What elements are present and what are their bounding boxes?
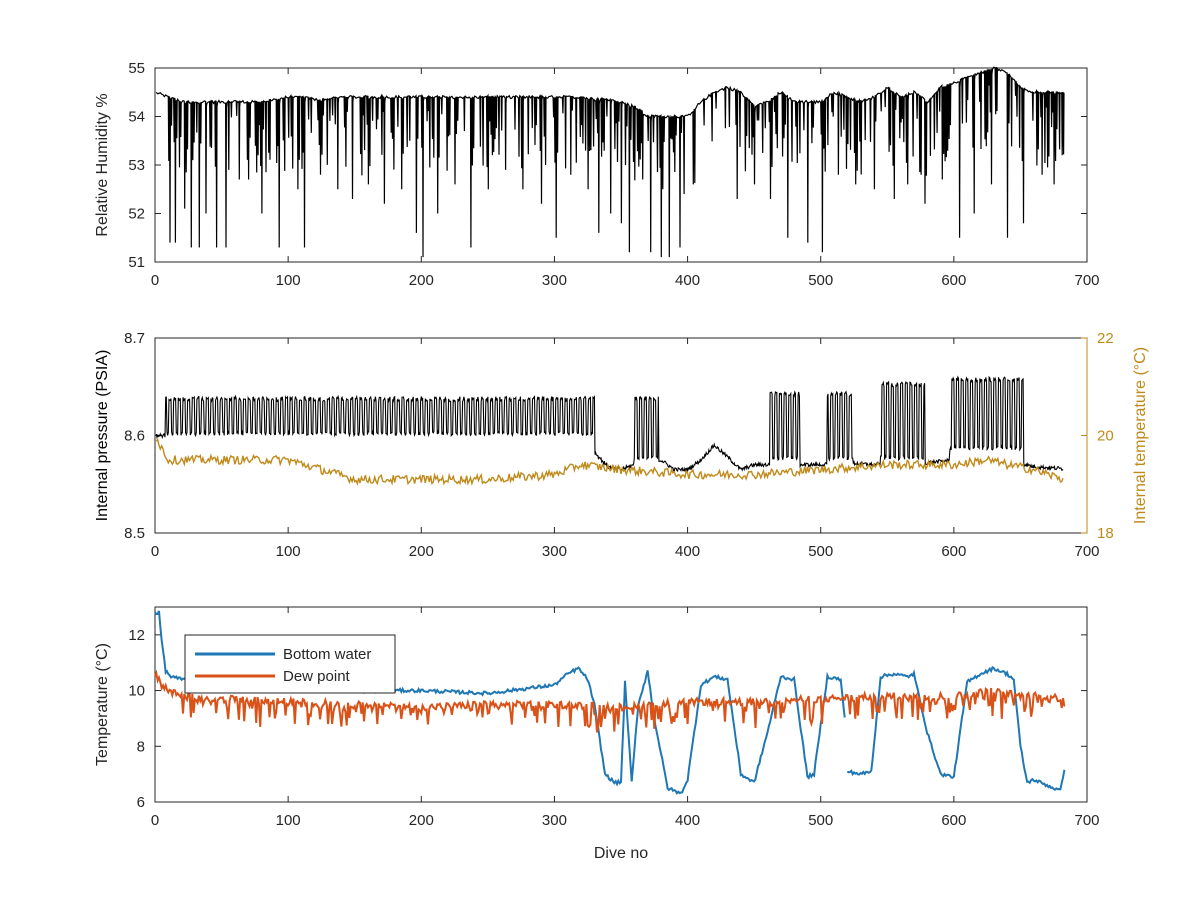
x-tick-label: 600 xyxy=(941,543,966,560)
y-tick-label: 8 xyxy=(137,738,145,755)
x-tick-label: 0 xyxy=(151,812,159,829)
y-axis-label: Temperature (°C) xyxy=(94,643,111,766)
y-tick-label: 8.5 xyxy=(124,525,145,542)
y-tick-label: 6 xyxy=(137,794,145,811)
x-tick-label: 700 xyxy=(1074,812,1099,829)
y-tick-label: 51 xyxy=(128,254,145,271)
x-tick-label: 700 xyxy=(1074,272,1099,289)
right-y-axis-label: Internal temperature (°C) xyxy=(1132,347,1149,524)
x-tick-label: 300 xyxy=(542,272,567,289)
right-y-tick-label: 22 xyxy=(1097,330,1114,347)
temperature-panel: 0 100 200 300 400 500 600 700 6 8 10 12 Temperature … xyxy=(94,606,1100,862)
y-tick-label: 54 xyxy=(128,109,145,126)
y-tick-label: 10 xyxy=(128,683,145,700)
x-tick-label: 400 xyxy=(675,812,700,829)
y-tick-label: 52 xyxy=(128,206,145,223)
x-tick-label: 100 xyxy=(276,272,301,289)
dew-point-line xyxy=(154,669,1066,733)
internal-temperature-line xyxy=(155,438,1064,487)
x-tick-label: 100 xyxy=(276,812,301,829)
pressure-temperature-panel: 0 100 200 300 400 500 600 700 8.5 8.6 8.7 Internal … xyxy=(94,330,1149,560)
axes-frame xyxy=(154,606,1088,803)
y-tick-label: 8.6 xyxy=(124,428,145,445)
legend-label: Dew point xyxy=(283,668,351,685)
x-tick-label: 700 xyxy=(1074,543,1099,560)
x-tick-label: 300 xyxy=(542,812,567,829)
x-tick-label: 400 xyxy=(675,543,700,560)
x-tick-label: 200 xyxy=(409,812,434,829)
humidity-line xyxy=(155,66,1065,258)
y-tick-label: 8.7 xyxy=(124,330,145,347)
x-tick-label: 200 xyxy=(409,543,434,560)
x-tick-label: 600 xyxy=(941,272,966,289)
right-y-tick-label: 20 xyxy=(1097,428,1114,445)
x-tick-label: 500 xyxy=(808,543,833,560)
x-tick-label: 400 xyxy=(675,272,700,289)
y-axis-label: Relative Humidity % xyxy=(94,93,111,236)
legend-label: Bottom water xyxy=(283,646,371,663)
x-tick-label: 500 xyxy=(808,272,833,289)
y-axis-label: Internal pressure (PSIA) xyxy=(94,350,111,522)
bottom-water-line xyxy=(846,665,1066,791)
y-tick-label: 12 xyxy=(128,627,145,644)
pressure-line xyxy=(155,375,1064,473)
x-tick-label: 300 xyxy=(542,543,567,560)
legend xyxy=(184,634,396,694)
humidity-panel: 0 100 200 300 400 500 600 700 51 52 53 54 55 Relative… xyxy=(94,60,1100,289)
x-tick-label: 200 xyxy=(409,272,434,289)
axes-frame xyxy=(154,337,1088,534)
x-axis-label: Dive no xyxy=(594,845,648,862)
x-tick-label: 600 xyxy=(941,812,966,829)
x-tick-label: 100 xyxy=(276,543,301,560)
y-tick-label: 55 xyxy=(128,60,145,77)
y-tick-label: 53 xyxy=(128,157,145,174)
x-tick-label: 0 xyxy=(151,272,159,289)
x-tick-label: 0 xyxy=(151,543,159,560)
x-tick-label: 500 xyxy=(808,812,833,829)
right-y-tick-label: 18 xyxy=(1097,525,1114,542)
